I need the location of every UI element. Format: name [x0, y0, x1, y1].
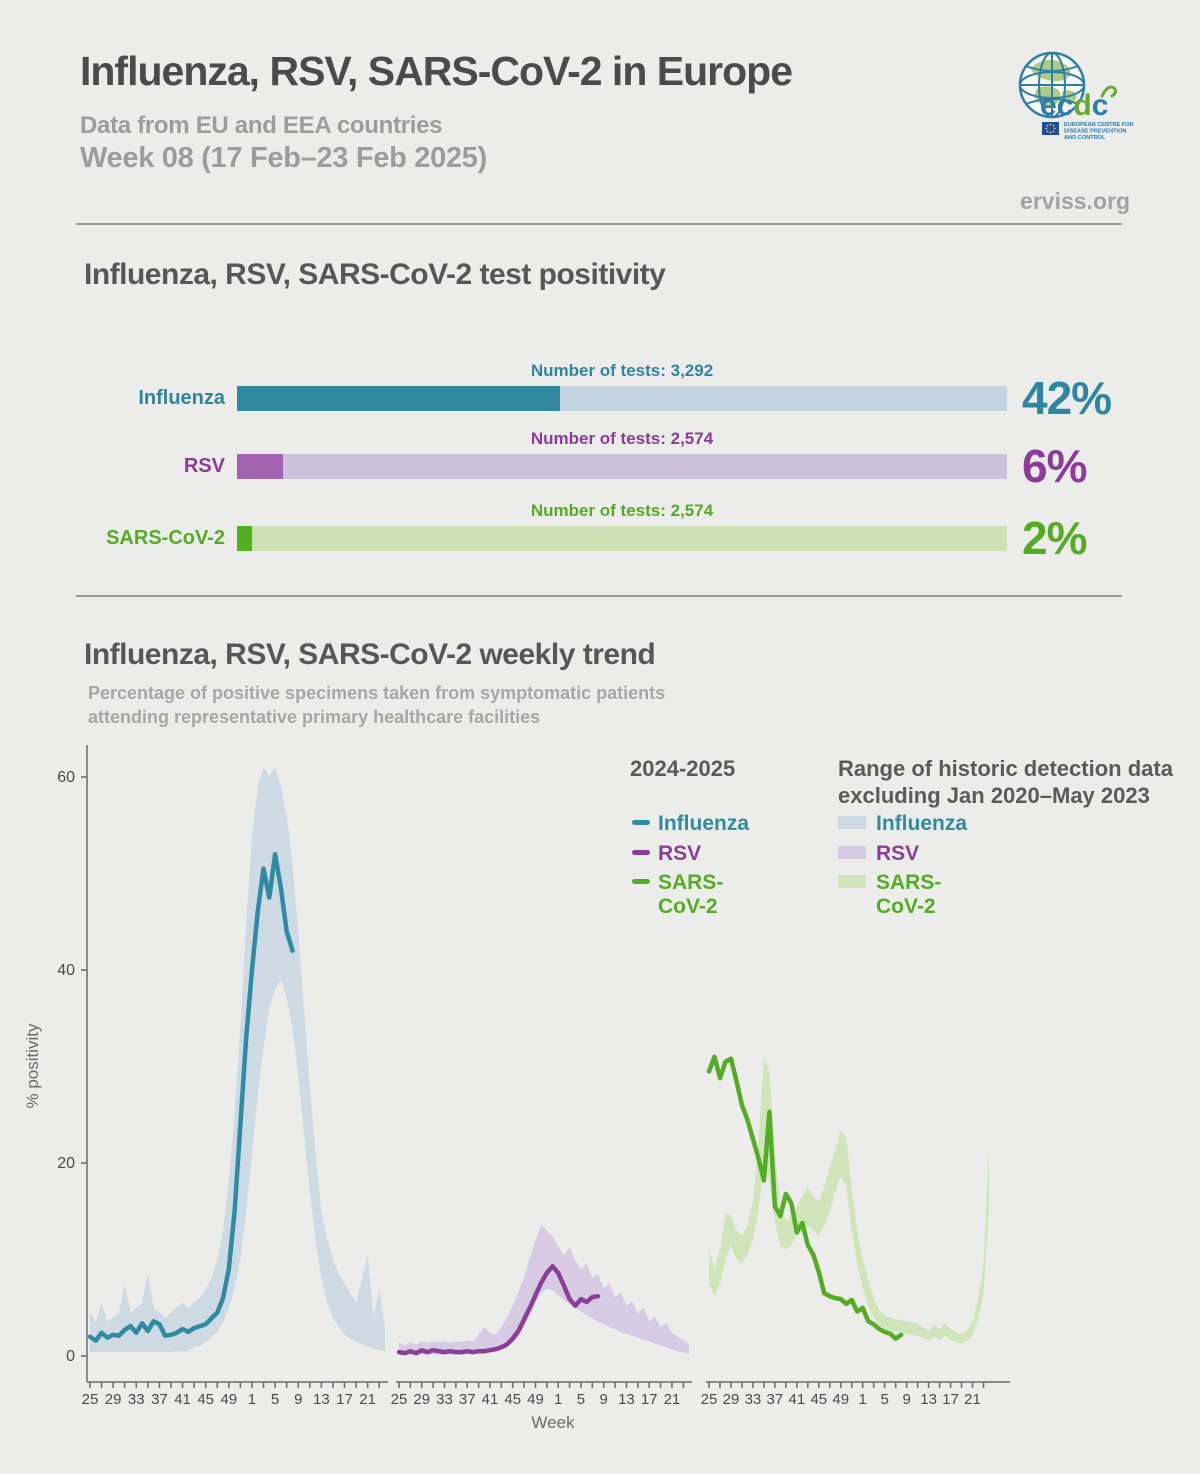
x-tick-label: 9 — [600, 1391, 608, 1408]
x-tick-label: 25 — [82, 1391, 99, 1408]
x-tick-label: 21 — [359, 1391, 376, 1408]
influenza-historic-band — [90, 767, 385, 1353]
x-tick-label: 37 — [459, 1391, 476, 1408]
x-tick-label: 45 — [197, 1391, 214, 1408]
x-tick-label: 49 — [527, 1391, 544, 1408]
svg-text:AND CONTROL: AND CONTROL — [1064, 135, 1106, 141]
influenza-current-line — [87, 851, 295, 1343]
x-tick-label: 5 — [881, 1391, 889, 1408]
ecdc-globe-icon — [1018, 51, 1086, 119]
svg-text:EUROPEAN CENTRE FOR: EUROPEAN CENTRE FOR — [1064, 122, 1134, 128]
x-tick-label: 17 — [641, 1391, 658, 1408]
x-tick-label: 49 — [220, 1391, 237, 1408]
trend-subtitle: Percentage of positive specimens taken f… — [88, 683, 666, 727]
x-tick-label: 41 — [788, 1391, 805, 1408]
x-tick-label: 25 — [701, 1391, 718, 1408]
x-tick-label: 33 — [128, 1391, 145, 1408]
x-tick-label: 37 — [767, 1391, 784, 1408]
influenza-bar-label: Influenza — [138, 387, 225, 409]
influenza-band-swatch — [838, 816, 866, 829]
x-tick-label: 13 — [313, 1391, 330, 1408]
sars-cov-2-historic-band — [709, 1056, 989, 1344]
eu-flag-icon — [1042, 122, 1059, 135]
rsv-tests-count: Number of tests: 2,574 — [530, 429, 714, 448]
y-axis-title: % positivity — [23, 1023, 42, 1109]
x-tick-label: 5 — [271, 1391, 279, 1408]
sars-percent-value: 2% — [1022, 512, 1087, 564]
x-tick-label: 29 — [105, 1391, 122, 1408]
x-tick-label: 49 — [832, 1391, 849, 1408]
rsv-current-line — [396, 1264, 601, 1356]
x-tick-label: 5 — [577, 1391, 585, 1408]
x-tick-label: 13 — [920, 1391, 937, 1408]
weekly-trend-chart: 25 29 33 37 41 45 49 1 5 9 13 17 21 25 29 33 37 41 45 49 1 5 9… — [23, 745, 1010, 1432]
x-tick-label: 29 — [723, 1391, 740, 1408]
x-tick-label: 9 — [294, 1391, 302, 1408]
ecdc-org-name: EUROPEAN CENTRE FOR DISEASE PREVENTION A… — [1064, 122, 1134, 141]
positivity-section-title: Influenza, RSV, SARS-CoV-2 test positivi… — [84, 258, 666, 291]
ecdc-wordmark: ecdc — [1040, 89, 1108, 122]
erviss-link: erviss.org — [1020, 188, 1130, 214]
x-tick-label: 33 — [436, 1391, 453, 1408]
rsv-historic-band — [399, 1224, 689, 1355]
x-tick-label: 25 — [391, 1391, 408, 1408]
ecdc-logo: ecdc EUROPEAN CENTRE FOR DISEASE PREVENT… — [1000, 36, 1150, 151]
page-subtitle-countries: Data from EU and EEA countries — [80, 112, 443, 139]
x-tick-label: 37 — [151, 1391, 168, 1408]
sars-band-swatch — [838, 875, 866, 888]
sars-tests-count: Number of tests: 2,574 — [530, 501, 714, 520]
rsv-band-swatch — [838, 846, 866, 859]
x-tick-label: 45 — [810, 1391, 827, 1408]
x-tick-label: 33 — [745, 1391, 762, 1408]
influenza-positivity-bar-fill — [237, 386, 561, 411]
x-tick-label: 17 — [942, 1391, 959, 1408]
x-tick-label: 1 — [859, 1391, 867, 1408]
x-tick-label: 29 — [413, 1391, 430, 1408]
sars-line-swatch — [632, 879, 650, 884]
x-tick-label: 1 — [248, 1391, 256, 1408]
legend-current-title: 2024-2025 — [630, 756, 736, 781]
x-tick-label: 1 — [554, 1391, 562, 1408]
influenza-positivity-bar — [237, 386, 1007, 411]
svg-text:DISEASE PREVENTION: DISEASE PREVENTION — [1064, 129, 1126, 135]
sars-positivity-bar — [237, 526, 1007, 551]
x-tick-label: 41 — [174, 1391, 191, 1408]
x-tick-label: 13 — [618, 1391, 635, 1408]
y-tick-label: 40 — [57, 962, 75, 979]
influenza-line-swatch — [632, 820, 650, 825]
x-tick-label: 45 — [504, 1391, 521, 1408]
legend-historic-title: Range of historic detection data excludi… — [838, 756, 1173, 808]
y-tick-label: 20 — [57, 1155, 75, 1172]
x-tick-label: 41 — [482, 1391, 499, 1408]
sars-positivity-bar-fill — [237, 526, 253, 551]
header-divider — [76, 223, 1122, 225]
page-subtitle-week: Week 08 (17 Feb–23 Feb 2025) — [80, 142, 487, 174]
rsv-line-swatch — [632, 850, 650, 855]
influenza-percent-value: 42% — [1022, 372, 1112, 424]
x-tick-label: 21 — [664, 1391, 681, 1408]
x-axis-title: Week — [531, 1413, 575, 1432]
section-divider — [76, 595, 1122, 597]
rsv-positivity-bar — [237, 454, 1007, 479]
y-tick-label: 60 — [57, 769, 75, 786]
y-tick-label: 0 — [66, 1348, 75, 1365]
ecdc-d-curl — [1100, 85, 1118, 98]
page-title: Influenza, RSV, SARS-CoV-2 in Europe — [80, 48, 793, 94]
rsv-percent-value: 6% — [1022, 440, 1087, 492]
x-tick-label: 21 — [964, 1391, 981, 1408]
influenza-tests-count: Number of tests: 3,292 — [530, 361, 714, 380]
rsv-bar-label: RSV — [183, 455, 225, 477]
trend-section-title: Influenza, RSV, SARS-CoV-2 weekly trend — [84, 638, 656, 671]
sars-bar-label: SARS-CoV-2 — [106, 527, 225, 549]
x-tick-label: 9 — [902, 1391, 910, 1408]
rsv-positivity-bar-fill — [237, 454, 284, 479]
sars-cov-2-current-line — [706, 1054, 904, 1341]
x-tick-label: 17 — [336, 1391, 353, 1408]
